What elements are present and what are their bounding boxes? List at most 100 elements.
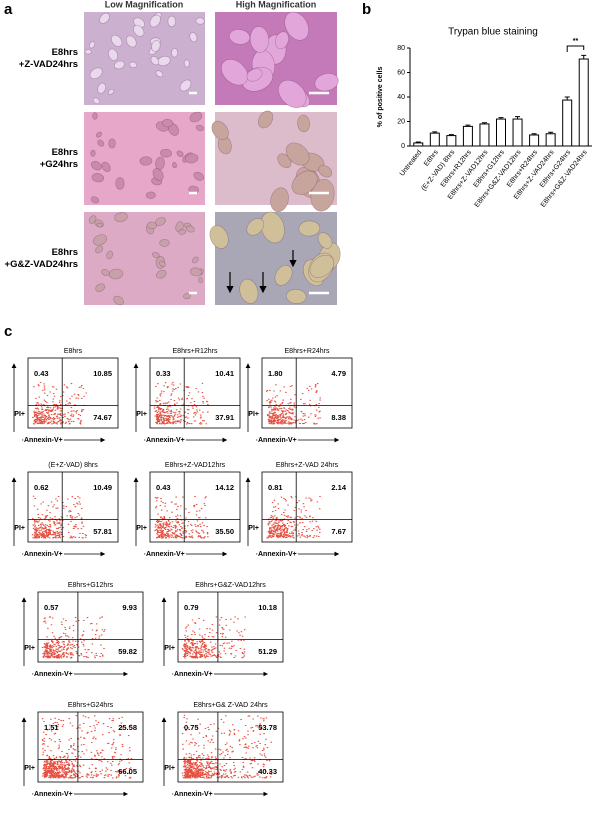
event-dots [31,381,88,425]
panel-label: a [4,1,13,18]
cell [156,269,167,279]
cell [152,168,164,181]
bar [545,133,556,147]
row-label: +Z-VAD24hrs [19,59,78,70]
cell [285,142,310,166]
y-axis-label: PI+ [248,411,259,418]
bar [496,118,506,147]
quadrant-value: 9.93 [122,603,137,612]
quadrant-value: 57.81 [93,527,112,536]
quadrant-value: 53.78 [258,723,277,732]
cell [297,114,310,133]
cell [249,26,270,53]
cell [318,165,333,178]
bar [562,99,573,147]
y-axis-label: PI+ [136,525,147,532]
x-axis-label: Annexin-V+ [24,551,63,558]
cell [191,256,199,264]
cell [285,288,307,304]
plot-title: (E+Z-VAD) 8hrs [48,462,98,469]
cell [178,228,187,235]
cell [228,29,251,45]
cell [298,220,321,237]
bar [429,132,440,147]
event-dots [154,496,209,539]
cell [115,177,125,190]
x-axis-label: Annexin-V+ [174,671,213,678]
cell [160,148,172,158]
quadrant-value: 74.67 [93,413,112,422]
cell [278,79,307,109]
cell [108,268,124,280]
plot-frame [149,471,241,543]
error-bar [415,141,421,143]
cell [159,239,170,247]
cell [159,260,166,267]
quadrant-value: 0.81 [268,483,283,492]
cell [111,34,123,47]
y-axis-label: PI+ [248,525,259,532]
x-axis-label: Annexin-V+ [146,437,185,444]
y-axis-label: PI+ [14,525,25,532]
cell [309,254,335,278]
bar [446,135,457,147]
y-tick-label: 20 [397,118,405,125]
cell [101,269,110,276]
cell [193,171,205,181]
error-bar [531,133,537,135]
error-bar [498,117,504,120]
cell [147,221,158,230]
event-dots [181,714,273,779]
quadrant-value: 37.91 [215,413,234,422]
plot-title: E8hrs [64,348,83,355]
plot-title: E8hrs+G&Z-VAD12hrs [195,582,266,589]
row-label: E8hrs [52,247,78,258]
quadrant-value: 0.62 [34,483,49,492]
cell [270,187,289,213]
cell [184,153,199,164]
quadrant-value: 8.38 [331,413,346,422]
error-bar [564,96,570,101]
cell [151,40,161,53]
y-tick-label: 80 [397,45,405,52]
quadrant-value: 7.67 [331,527,346,536]
cell [95,283,106,292]
cell [211,120,229,140]
x-axis-label: Annexin-V+ [24,437,63,444]
cell [126,35,137,48]
cell [89,41,96,49]
plot-title: E8hrs+R24hrs [285,348,330,355]
plot-title: E8hrs+G& Z-VAD 24hrs [193,702,268,709]
error-bar [448,134,454,136]
cell [89,67,103,80]
cell [171,48,178,58]
row-label: E8hrs [52,147,78,158]
cell [258,110,274,129]
quadrant-value: 4.79 [331,369,346,378]
cell [108,48,118,61]
bar [529,134,540,147]
cell [183,59,190,68]
cell [314,73,339,92]
error-bar [481,122,487,124]
quadrant-value: 10.85 [93,369,112,378]
plot-title: E8hrs+G24hrs [68,702,114,709]
bar [462,125,473,147]
cell [274,265,293,286]
quadrant-value: 0.43 [34,369,49,378]
error-bar [432,131,438,134]
quadrant-value: 0.57 [44,603,59,612]
quadrant-value: 0.33 [156,369,171,378]
quadrant-value: 2.14 [331,483,346,492]
cell [317,232,333,249]
x-axis-label: Annexin-V+ [146,551,185,558]
cell [145,191,156,199]
cell [239,278,259,304]
y-axis-label: PI+ [136,411,147,418]
chart-title: Trypan blue staining [448,27,538,38]
panel-label: c [4,323,12,340]
cell [176,150,184,158]
quadrant-value: 14.12 [215,483,234,492]
cell [246,68,263,82]
panel-label: b [362,1,371,18]
